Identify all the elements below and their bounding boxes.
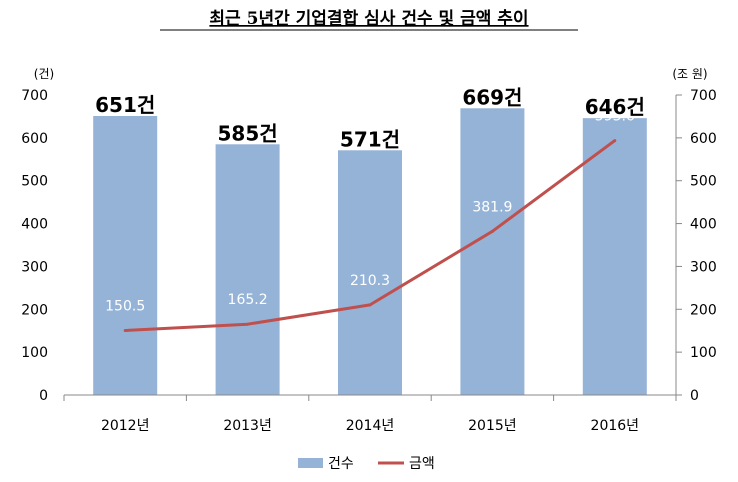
line-point <box>246 322 250 326</box>
left-tick-label: 0 <box>39 388 48 404</box>
bar <box>93 116 158 395</box>
chart-title: 최근 5년간 기업결합 심사 건수 및 금액 추이 <box>209 8 528 29</box>
left-axis-unit: (건) <box>34 67 54 81</box>
legend-label-line: 금액 <box>409 456 435 472</box>
bar-value-label: 669건 <box>462 85 522 109</box>
bar-value-labels: 651건 585건 571건 669건 646건 <box>95 85 645 151</box>
right-tick-label: 400 <box>690 217 717 233</box>
bar <box>338 150 402 395</box>
right-tick-label: 500 <box>690 174 717 190</box>
legend-label-bar: 건수 <box>328 456 354 472</box>
x-tick-label: 2014년 <box>346 418 395 434</box>
legend-swatch-bar <box>298 458 323 468</box>
right-tick-label: 600 <box>690 131 717 147</box>
left-axis-ticks: 0 100 200 300 400 500 600 700 <box>21 88 48 404</box>
bar-series <box>93 108 647 396</box>
bar <box>460 108 525 396</box>
right-tick-label: 100 <box>690 345 717 361</box>
line-point <box>368 303 372 307</box>
right-axis-ticks: 0 100 200 300 400 500 600 700 <box>676 88 717 404</box>
left-tick-label: 400 <box>21 217 48 233</box>
x-tick-label: 2012년 <box>101 418 150 434</box>
right-tick-label: 0 <box>690 388 699 404</box>
category-labels: 2012년 2013년 2014년 2015년 2016년 <box>63 395 677 434</box>
bar-value-label: 646건 <box>585 95 645 119</box>
legend: 건수 금액 <box>298 456 435 472</box>
x-tick-label: 2015년 <box>468 418 517 434</box>
line-series: 150.5 165.2 210.3 381.9 593.6 <box>105 109 635 332</box>
line-value-label: 210.3 <box>350 273 390 289</box>
line-value-label: 150.5 <box>105 299 145 315</box>
line-point <box>123 329 127 332</box>
line-value-label: 381.9 <box>472 199 512 215</box>
line-value-label: 593.6 <box>595 109 635 125</box>
line-point <box>490 229 494 233</box>
bar <box>215 144 280 395</box>
line-value-label: 165.2 <box>228 292 268 308</box>
right-axis-unit: (조 원) <box>672 67 707 81</box>
left-tick-label: 100 <box>21 345 48 361</box>
left-tick-label: 200 <box>21 302 48 318</box>
line-point <box>613 139 617 143</box>
right-tick-label: 700 <box>690 88 717 104</box>
left-tick-label: 500 <box>21 174 48 190</box>
right-tick-label: 300 <box>690 259 717 275</box>
left-tick-label: 300 <box>21 259 48 275</box>
bar-value-label: 585건 <box>218 121 278 145</box>
right-tick-label: 200 <box>690 302 717 318</box>
left-tick-label: 600 <box>21 131 48 147</box>
x-tick-label: 2013년 <box>223 418 272 434</box>
bar-value-label: 651건 <box>95 93 155 117</box>
bar <box>582 118 647 396</box>
x-tick-label: 2016년 <box>591 418 640 434</box>
left-tick-label: 700 <box>21 88 48 104</box>
bar-value-label: 571건 <box>340 127 400 151</box>
